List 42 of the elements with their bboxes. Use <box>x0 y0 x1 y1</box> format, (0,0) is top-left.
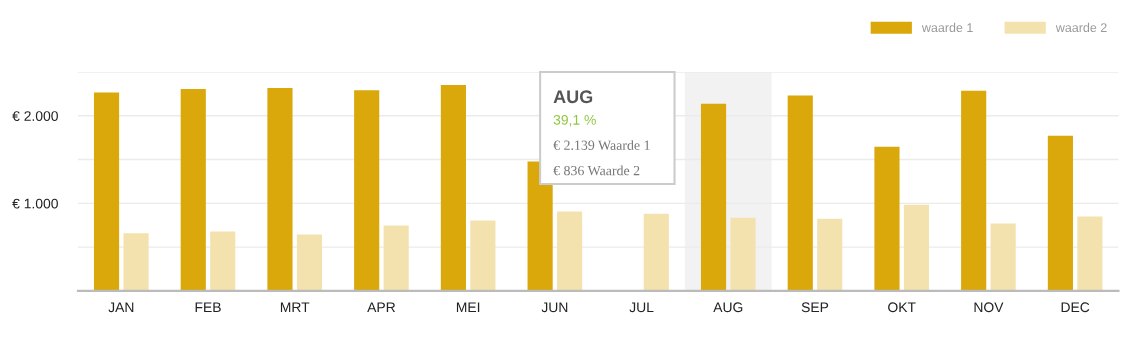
x-tick-label: NOV <box>974 302 1004 313</box>
bar <box>267 87 293 291</box>
x-tick-label: MEI <box>456 302 480 313</box>
x-tick-label: JUL <box>629 302 654 313</box>
bar <box>1077 216 1103 291</box>
bar <box>557 211 583 291</box>
bar <box>700 103 727 291</box>
legend-label: waarde 2 <box>1055 22 1107 33</box>
x-tick-label: APR <box>367 302 396 313</box>
annotation: AUG <box>553 90 593 104</box>
bar <box>1047 135 1073 291</box>
bar <box>440 84 466 291</box>
bar <box>180 89 206 291</box>
annotation: 39,1 % <box>553 114 596 127</box>
bar <box>817 218 843 291</box>
x-tick-label: JUN <box>541 302 568 313</box>
bar <box>354 90 380 291</box>
bar <box>123 233 149 291</box>
bar <box>296 234 323 291</box>
x-tick-label: FEB <box>195 302 221 313</box>
x-tick-label: MRT <box>280 302 310 313</box>
bar <box>961 90 987 291</box>
bar <box>874 146 900 291</box>
y-tick-label: € 2.000 <box>12 111 58 121</box>
bar <box>643 213 669 291</box>
annotation: € 836 Waarde 2 <box>553 165 640 176</box>
bar <box>470 220 496 291</box>
x-tick-label: OKT <box>888 302 916 313</box>
bar <box>903 204 930 291</box>
x-tick-label: SEP <box>801 302 829 313</box>
bar <box>93 92 120 291</box>
x-tick-label: JAN <box>108 302 134 313</box>
bar <box>383 225 409 291</box>
x-tick-label: DEC <box>1061 302 1090 313</box>
y-tick-label: € 1.000 <box>12 198 58 209</box>
bar <box>787 95 813 291</box>
legend-label: waarde 1 <box>921 22 973 33</box>
bar <box>730 217 756 291</box>
x-tick-label: AUG <box>713 302 743 313</box>
annotation: € 2.139 Waarde 1 <box>553 140 650 150</box>
bar <box>210 231 236 291</box>
bar <box>990 223 1016 291</box>
